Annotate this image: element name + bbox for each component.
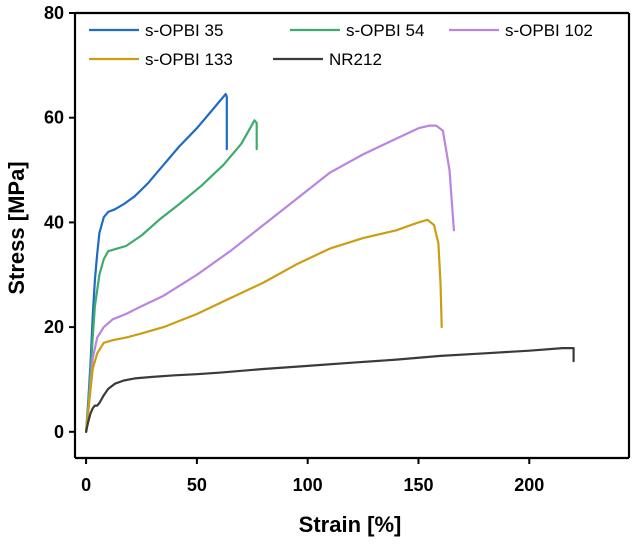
y-tick-label: 0 bbox=[54, 422, 64, 442]
y-tick-label: 80 bbox=[44, 3, 64, 23]
y-axis-title: Stress [MPa] bbox=[4, 161, 29, 294]
x-tick-label: 150 bbox=[403, 475, 433, 495]
series-line-s-opbi-54 bbox=[84, 119, 258, 433]
series-line-s-opbi-133 bbox=[84, 218, 443, 433]
x-axis-ticks: 0 50 100 150 200 bbox=[81, 458, 544, 495]
y-tick-label: 40 bbox=[44, 212, 64, 232]
plot-frame bbox=[73, 11, 631, 460]
x-tick-label: 0 bbox=[81, 475, 91, 495]
legend-label-s-opbi-102: s-OPBI 102 bbox=[505, 21, 593, 40]
legend-label-nr212: NR212 bbox=[329, 50, 382, 69]
legend-label-s-opbi-35: s-OPBI 35 bbox=[145, 21, 223, 40]
y-tick-label: 60 bbox=[44, 108, 64, 128]
data-series bbox=[84, 92, 575, 433]
legend-label-s-opbi-133: s-OPBI 133 bbox=[145, 50, 233, 69]
x-axis-title: Strain [%] bbox=[299, 512, 402, 537]
series-line-s-opbi-102 bbox=[84, 124, 455, 433]
series-line-s-opbi-35 bbox=[84, 92, 228, 433]
legend: s-OPBI 35 s-OPBI 54 s-OPBI 102 s-OPBI 133 NR… bbox=[89, 21, 593, 69]
x-tick-label: 200 bbox=[514, 475, 544, 495]
x-tick-label: 50 bbox=[187, 475, 207, 495]
legend-label-s-opbi-54: s-OPBI 54 bbox=[346, 21, 424, 40]
y-axis-ticks: 0 20 40 60 80 bbox=[44, 3, 75, 442]
x-tick-label: 100 bbox=[293, 475, 323, 495]
y-tick-label: 20 bbox=[44, 317, 64, 337]
series-line-nr212 bbox=[84, 347, 575, 433]
